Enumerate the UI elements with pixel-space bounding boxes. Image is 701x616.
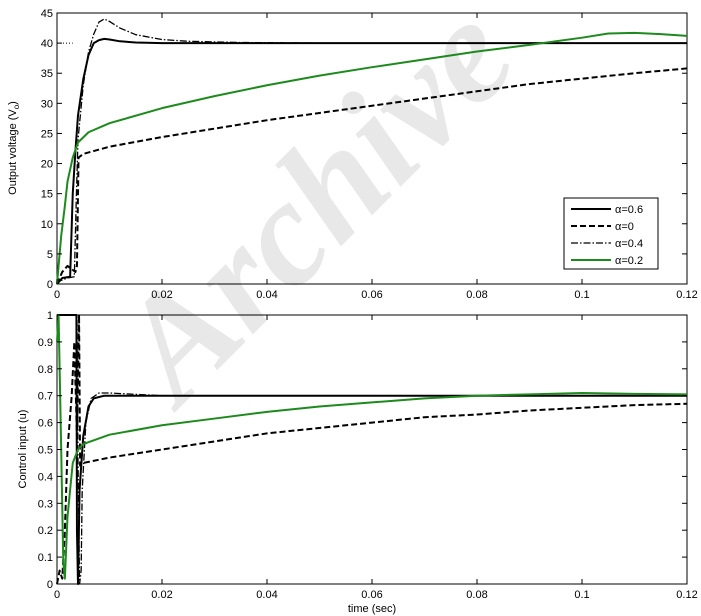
legend-label-0: α=0.6 bbox=[615, 204, 643, 216]
top-y-tick-label-8: 40 bbox=[41, 38, 53, 50]
top-y-axis-label-main: Output voltage (V bbox=[7, 109, 19, 195]
bottom-y-axis-label: Control input (u) bbox=[17, 410, 29, 489]
top-y-tick-label-3: 15 bbox=[41, 189, 53, 201]
top-y-tick-label-2: 10 bbox=[41, 219, 53, 231]
top-tick-group: 0 0.02 0.04 0.06 0.08 0.1 0.12 0 5 10 15 20 25 30 35 40… bbox=[41, 8, 698, 301]
bottom-x-tick-label-1: 0.02 bbox=[151, 589, 172, 601]
bottom-x-tick-label-5: 0.1 bbox=[574, 589, 589, 601]
bottom-x-tick-label-2: 0.04 bbox=[256, 589, 277, 601]
watermark: Archive bbox=[80, 0, 545, 436]
bottom-series-line-0 bbox=[57, 314, 687, 585]
bottom-x-tick-label-3: 0.06 bbox=[361, 589, 382, 601]
bottom-x-tick-label-6: 0.12 bbox=[676, 589, 697, 601]
top-y-axis-label: Output voltage (Vo) bbox=[7, 101, 21, 195]
top-series-line-1 bbox=[56, 67, 688, 285]
bottom-y-tick-label-6: 0.6 bbox=[38, 418, 53, 430]
top-y-tick-label-0: 0 bbox=[47, 279, 53, 291]
bottom-y-tick-label-10: 1 bbox=[47, 310, 53, 322]
legend-label-2: α=0.4 bbox=[615, 238, 643, 250]
top-x-tick-label-6: 0.12 bbox=[676, 289, 697, 301]
bottom-tick-group: 0 0.02 0.04 0.06 0.08 0.1 0.12 0 0.1 0.2 0.3 0.4 0.5… bbox=[38, 310, 698, 601]
legend-label-3: α=0.2 bbox=[615, 255, 643, 267]
top-x-tick-label-2: 0.04 bbox=[256, 289, 277, 301]
bottom-series-line-2 bbox=[57, 314, 687, 585]
top-x-tick-label-3: 0.06 bbox=[361, 289, 382, 301]
bottom-y-tick-label-9: 0.9 bbox=[38, 337, 53, 349]
bottom-x-tick-label-4: 0.08 bbox=[466, 589, 487, 601]
bottom-y-tick-label-0: 0 bbox=[47, 579, 53, 591]
top-y-axis-label-end: ) bbox=[7, 101, 19, 105]
bottom-y-tick-label-1: 0.1 bbox=[38, 552, 53, 564]
top-plot: 0 0.02 0.04 0.06 0.08 0.1 0.12 0 5 10 15 20 25 30 35 40… bbox=[7, 8, 698, 301]
top-x-tick-label-5: 0.1 bbox=[574, 289, 589, 301]
bottom-y-tick-label-4: 0.4 bbox=[38, 471, 53, 483]
top-series-group bbox=[56, 18, 688, 285]
bottom-series-group bbox=[56, 314, 688, 585]
top-y-tick-label-9: 45 bbox=[41, 8, 53, 20]
top-y-axis-label-sub: o bbox=[12, 104, 21, 109]
top-x-tick-label-0: 0 bbox=[54, 289, 60, 301]
top-y-tick-label-5: 25 bbox=[41, 128, 53, 140]
bottom-y-tick-label-2: 0.2 bbox=[38, 525, 53, 537]
bottom-y-tick-label-8: 0.8 bbox=[38, 364, 53, 376]
top-series-line-0 bbox=[56, 37, 687, 285]
bottom-series-line-3 bbox=[56, 314, 688, 580]
bottom-x-axis-label: time (sec) bbox=[348, 603, 396, 615]
top-y-tick-label-1: 5 bbox=[47, 249, 53, 261]
top-x-tick-label-1: 0.02 bbox=[151, 289, 172, 301]
top-y-tick-label-4: 20 bbox=[41, 159, 53, 171]
bottom-y-tick-label-3: 0.3 bbox=[38, 498, 53, 510]
legend: α=0.6 α=0 α=0.4 α=0.2 bbox=[563, 197, 659, 270]
top-series-line-3 bbox=[56, 31, 688, 285]
bottom-y-tick-label-5: 0.5 bbox=[38, 445, 53, 457]
legend-label-1: α=0 bbox=[615, 221, 634, 233]
top-series-line-2 bbox=[56, 18, 687, 285]
top-x-tick-label-4: 0.08 bbox=[466, 289, 487, 301]
bottom-x-tick-label-0: 0 bbox=[54, 589, 60, 601]
top-y-tick-label-6: 30 bbox=[41, 98, 53, 110]
bottom-plot: 0 0.02 0.04 0.06 0.08 0.1 0.12 0 0.1 0.2 0.3 0.4 0.5… bbox=[17, 310, 698, 615]
bottom-y-tick-label-7: 0.7 bbox=[38, 391, 53, 403]
top-y-tick-label-7: 35 bbox=[41, 68, 53, 80]
